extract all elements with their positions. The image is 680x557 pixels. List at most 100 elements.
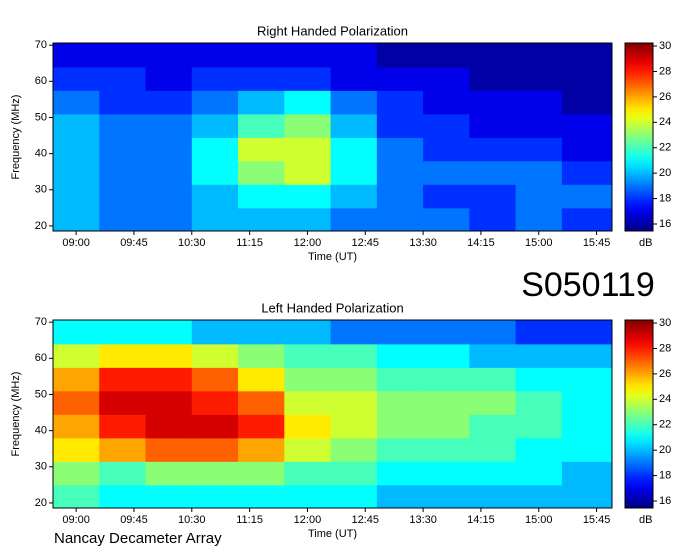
y-tick-label: 40 — [35, 148, 47, 160]
heatmap-cell — [469, 90, 517, 115]
heatmap-cell — [561, 461, 613, 486]
heatmap-cell — [284, 343, 332, 368]
heatmap-cell — [561, 160, 613, 185]
heatmap-cell — [330, 484, 378, 509]
colorbar-tick-label: 26 — [659, 91, 671, 103]
panel-title: Right Handed Polarization — [257, 23, 408, 38]
heatmap-cell — [561, 184, 613, 209]
heatmap-cell — [238, 461, 285, 486]
colorbar-tick-label: 20 — [659, 167, 671, 179]
x-tick-label: 14:15 — [467, 237, 495, 249]
heatmap-cell — [330, 437, 378, 462]
heatmap-cell — [99, 461, 147, 486]
heatmap-cell — [99, 66, 147, 91]
heatmap-cell — [469, 343, 517, 368]
heatmap-cell — [284, 43, 332, 68]
heatmap-cell — [53, 343, 100, 368]
x-tick-label: 09:00 — [62, 237, 90, 249]
y-axis-label: Frequency (MHz) — [10, 95, 22, 180]
heatmap-cell — [515, 343, 563, 368]
heatmap-cell — [376, 184, 424, 209]
x-tick-label: 12:45 — [352, 237, 380, 249]
heatmap-cell — [238, 184, 285, 209]
heatmap-cell — [99, 390, 147, 415]
heatmap-cell — [53, 461, 100, 486]
heatmap-cell — [330, 137, 378, 162]
heatmap-cell — [284, 90, 332, 115]
heatmap-cell — [53, 207, 100, 232]
heatmap-cell — [515, 160, 563, 185]
heatmap-cell — [469, 484, 517, 509]
colorbar-tick-label: 24 — [659, 116, 671, 128]
heatmap-cell — [99, 113, 147, 138]
heatmap-cell — [145, 461, 193, 486]
heatmap-cell — [469, 414, 517, 439]
heatmap-cell — [145, 184, 193, 209]
heatmap-cell — [561, 90, 613, 115]
heatmap-cell — [191, 484, 239, 509]
heatmap-cell — [53, 320, 100, 345]
heatmap-cell — [284, 390, 332, 415]
heatmap-cell — [99, 207, 147, 232]
figure-title: S050119 — [521, 266, 655, 304]
heatmap-cell — [330, 367, 378, 392]
heatmap-cell — [53, 484, 100, 509]
heatmap-cell — [469, 43, 517, 68]
plot-frame — [52, 319, 613, 509]
heatmap-cell — [423, 43, 470, 68]
heatmap-cell — [376, 437, 424, 462]
heatmap-cell — [376, 137, 424, 162]
heatmap-cell — [515, 113, 563, 138]
panel-title: Left Handed Polarization — [261, 300, 403, 315]
heatmap-cell — [469, 184, 517, 209]
heatmap-cell — [376, 207, 424, 232]
colorbar-tick-label: 18 — [659, 469, 671, 481]
heatmap-cell — [423, 437, 470, 462]
heatmap-cell — [469, 160, 517, 185]
x-tick-label: 11:15 — [236, 237, 263, 249]
heatmap-cell — [284, 367, 332, 392]
heatmap-cell — [561, 390, 613, 415]
x-tick-label: 15:45 — [583, 237, 611, 249]
y-tick-label: 30 — [35, 461, 47, 473]
heatmap-cell — [376, 390, 424, 415]
heatmap-cell — [469, 66, 517, 91]
heatmap-cell — [330, 43, 378, 68]
heatmap-cell — [469, 390, 517, 415]
heatmap-cell — [191, 437, 239, 462]
heatmap-cell — [238, 484, 285, 509]
heatmap-cell — [238, 160, 285, 185]
x-tick-label: 09:45 — [120, 237, 148, 249]
heatmap-cell — [330, 207, 378, 232]
colorbar-tick-label: 16 — [659, 495, 671, 507]
colorbar-tick-label: 18 — [659, 192, 671, 204]
heatmap-cell — [238, 137, 285, 162]
x-tick-label: 15:00 — [525, 514, 553, 526]
heatmap-cell — [238, 343, 285, 368]
heatmap-cell — [330, 320, 378, 345]
heatmap-cell — [191, 137, 239, 162]
x-tick-label: 12:00 — [294, 514, 322, 526]
x-tick-label: 15:00 — [525, 237, 553, 249]
heatmap-cell — [99, 184, 147, 209]
x-tick-label: 12:00 — [294, 237, 322, 249]
heatmap-cell — [561, 113, 613, 138]
y-tick-label: 20 — [35, 497, 47, 509]
heatmap-cell — [53, 90, 100, 115]
colorbar-tick-label: 30 — [659, 40, 671, 52]
heatmap-cell — [330, 461, 378, 486]
heatmap-cell — [423, 484, 470, 509]
x-tick-label: 09:45 — [120, 514, 148, 526]
heatmap-cell — [53, 113, 100, 138]
x-tick-label: 13:30 — [409, 514, 437, 526]
heatmap-cell — [99, 367, 147, 392]
heatmap-cell — [145, 43, 193, 68]
heatmap-cell — [99, 160, 147, 185]
heatmap-cell — [561, 137, 613, 162]
heatmap-cell — [515, 43, 563, 68]
heatmap-cell — [515, 484, 563, 509]
heatmap-cell — [515, 367, 563, 392]
y-tick-label: 70 — [35, 316, 47, 328]
heatmap-cell — [284, 437, 332, 462]
